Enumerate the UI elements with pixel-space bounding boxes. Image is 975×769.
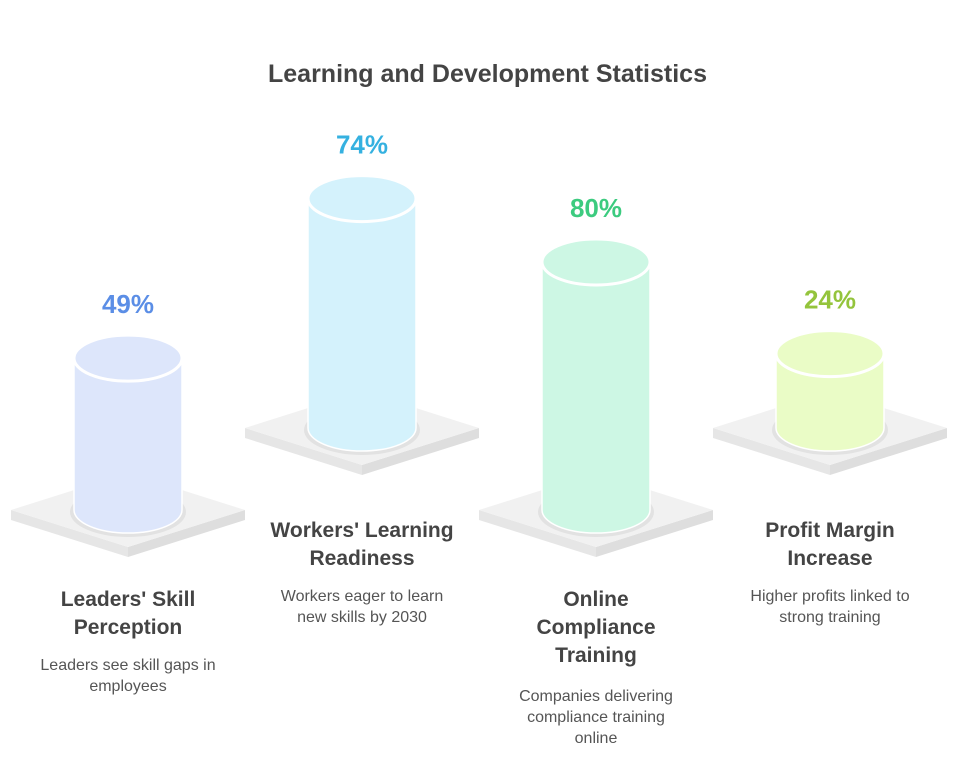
bar-top [306, 174, 418, 224]
platform-left-side [713, 428, 830, 475]
chart-title: Learning and Development Statistics [268, 60, 707, 88]
data-label: 24% [804, 285, 856, 315]
platform-left-side [479, 510, 596, 557]
bar-group: 49% [11, 289, 245, 557]
platform-right-side [128, 510, 245, 557]
category-label: Leaders' Skill Perception [60, 588, 196, 639]
bar [73, 357, 183, 534]
category-description: Leaders see skill gaps in employees [40, 657, 216, 695]
platform-left-side [11, 510, 128, 557]
category-label: Profit Margin Increase [765, 519, 895, 570]
category-description: Higher profits linked to strong training [750, 588, 910, 626]
data-label: 74% [336, 130, 388, 160]
platform-right-side [362, 428, 479, 475]
bar [541, 261, 651, 534]
bar [307, 197, 417, 452]
bar-top [540, 237, 652, 287]
category-description: Workers eager to learn new skills by 203… [280, 588, 444, 626]
bar-group: 24% [713, 285, 947, 475]
category-label: Online Compliance Training [536, 588, 656, 667]
data-label: 80% [570, 193, 622, 223]
platform-right-side [596, 510, 713, 557]
bar-top [72, 333, 184, 383]
category-description: Companies delivering compliance training… [519, 688, 673, 747]
bar-top [774, 329, 886, 379]
bar [775, 352, 885, 452]
bar-group: 80% [479, 193, 713, 557]
data-label: 49% [102, 289, 154, 319]
bar-group: 74% [245, 130, 479, 475]
platform-right-side [830, 428, 947, 475]
category-label: Workers' Learning Readiness [270, 519, 454, 570]
platform-left-side [245, 428, 362, 475]
